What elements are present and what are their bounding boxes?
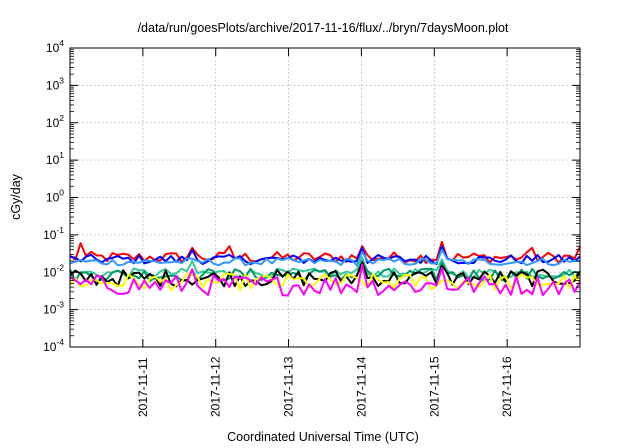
y-tick-label: 10-2 <box>43 262 64 279</box>
x-tick-label: 2017-11-11 <box>136 357 150 417</box>
x-tick-label: 2017-11-15 <box>427 356 441 417</box>
ticks <box>70 47 580 348</box>
y-tick-label: 103 <box>46 75 64 92</box>
x-tick-label: 2017-11-12 <box>209 356 223 417</box>
series-line-1 <box>69 245 581 266</box>
x-axis-label: Coordinated Universal Time (UTC) <box>227 430 419 444</box>
x-tick-label: 2017-11-16 <box>500 356 514 417</box>
x-tick-label: 2017-11-13 <box>282 356 296 417</box>
series-group <box>69 240 581 297</box>
y-tick-label: 10-4 <box>43 337 64 354</box>
y-tick-labels: 10-4 10-3 10-2 10-1 100 101 102 103 104 <box>43 38 64 354</box>
grid <box>70 48 580 347</box>
y-tick-label: 102 <box>46 113 64 130</box>
y-tick-label: 104 <box>46 38 64 55</box>
chart-title: /data/run/goesPlots/archive/2017-11-16/f… <box>138 21 509 35</box>
y-tick-label: 100 <box>46 188 64 205</box>
series-line-6 <box>69 272 581 292</box>
y-axis-label: cGy/day <box>9 173 23 220</box>
series-line-7 <box>69 263 581 297</box>
x-tick-labels: 2017-11-11 2017-11-12 2017-11-13 2017-11-14… <box>136 356 514 417</box>
y-tick-label: 10-3 <box>43 300 64 317</box>
x-tick-label: 2017-11-14 <box>354 356 368 417</box>
y-tick-label: 10-1 <box>43 225 64 242</box>
series-line-2 <box>69 248 581 267</box>
y-tick-label: 101 <box>46 150 64 167</box>
